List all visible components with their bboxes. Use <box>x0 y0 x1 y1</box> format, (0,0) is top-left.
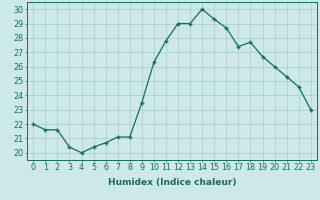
X-axis label: Humidex (Indice chaleur): Humidex (Indice chaleur) <box>108 178 236 187</box>
